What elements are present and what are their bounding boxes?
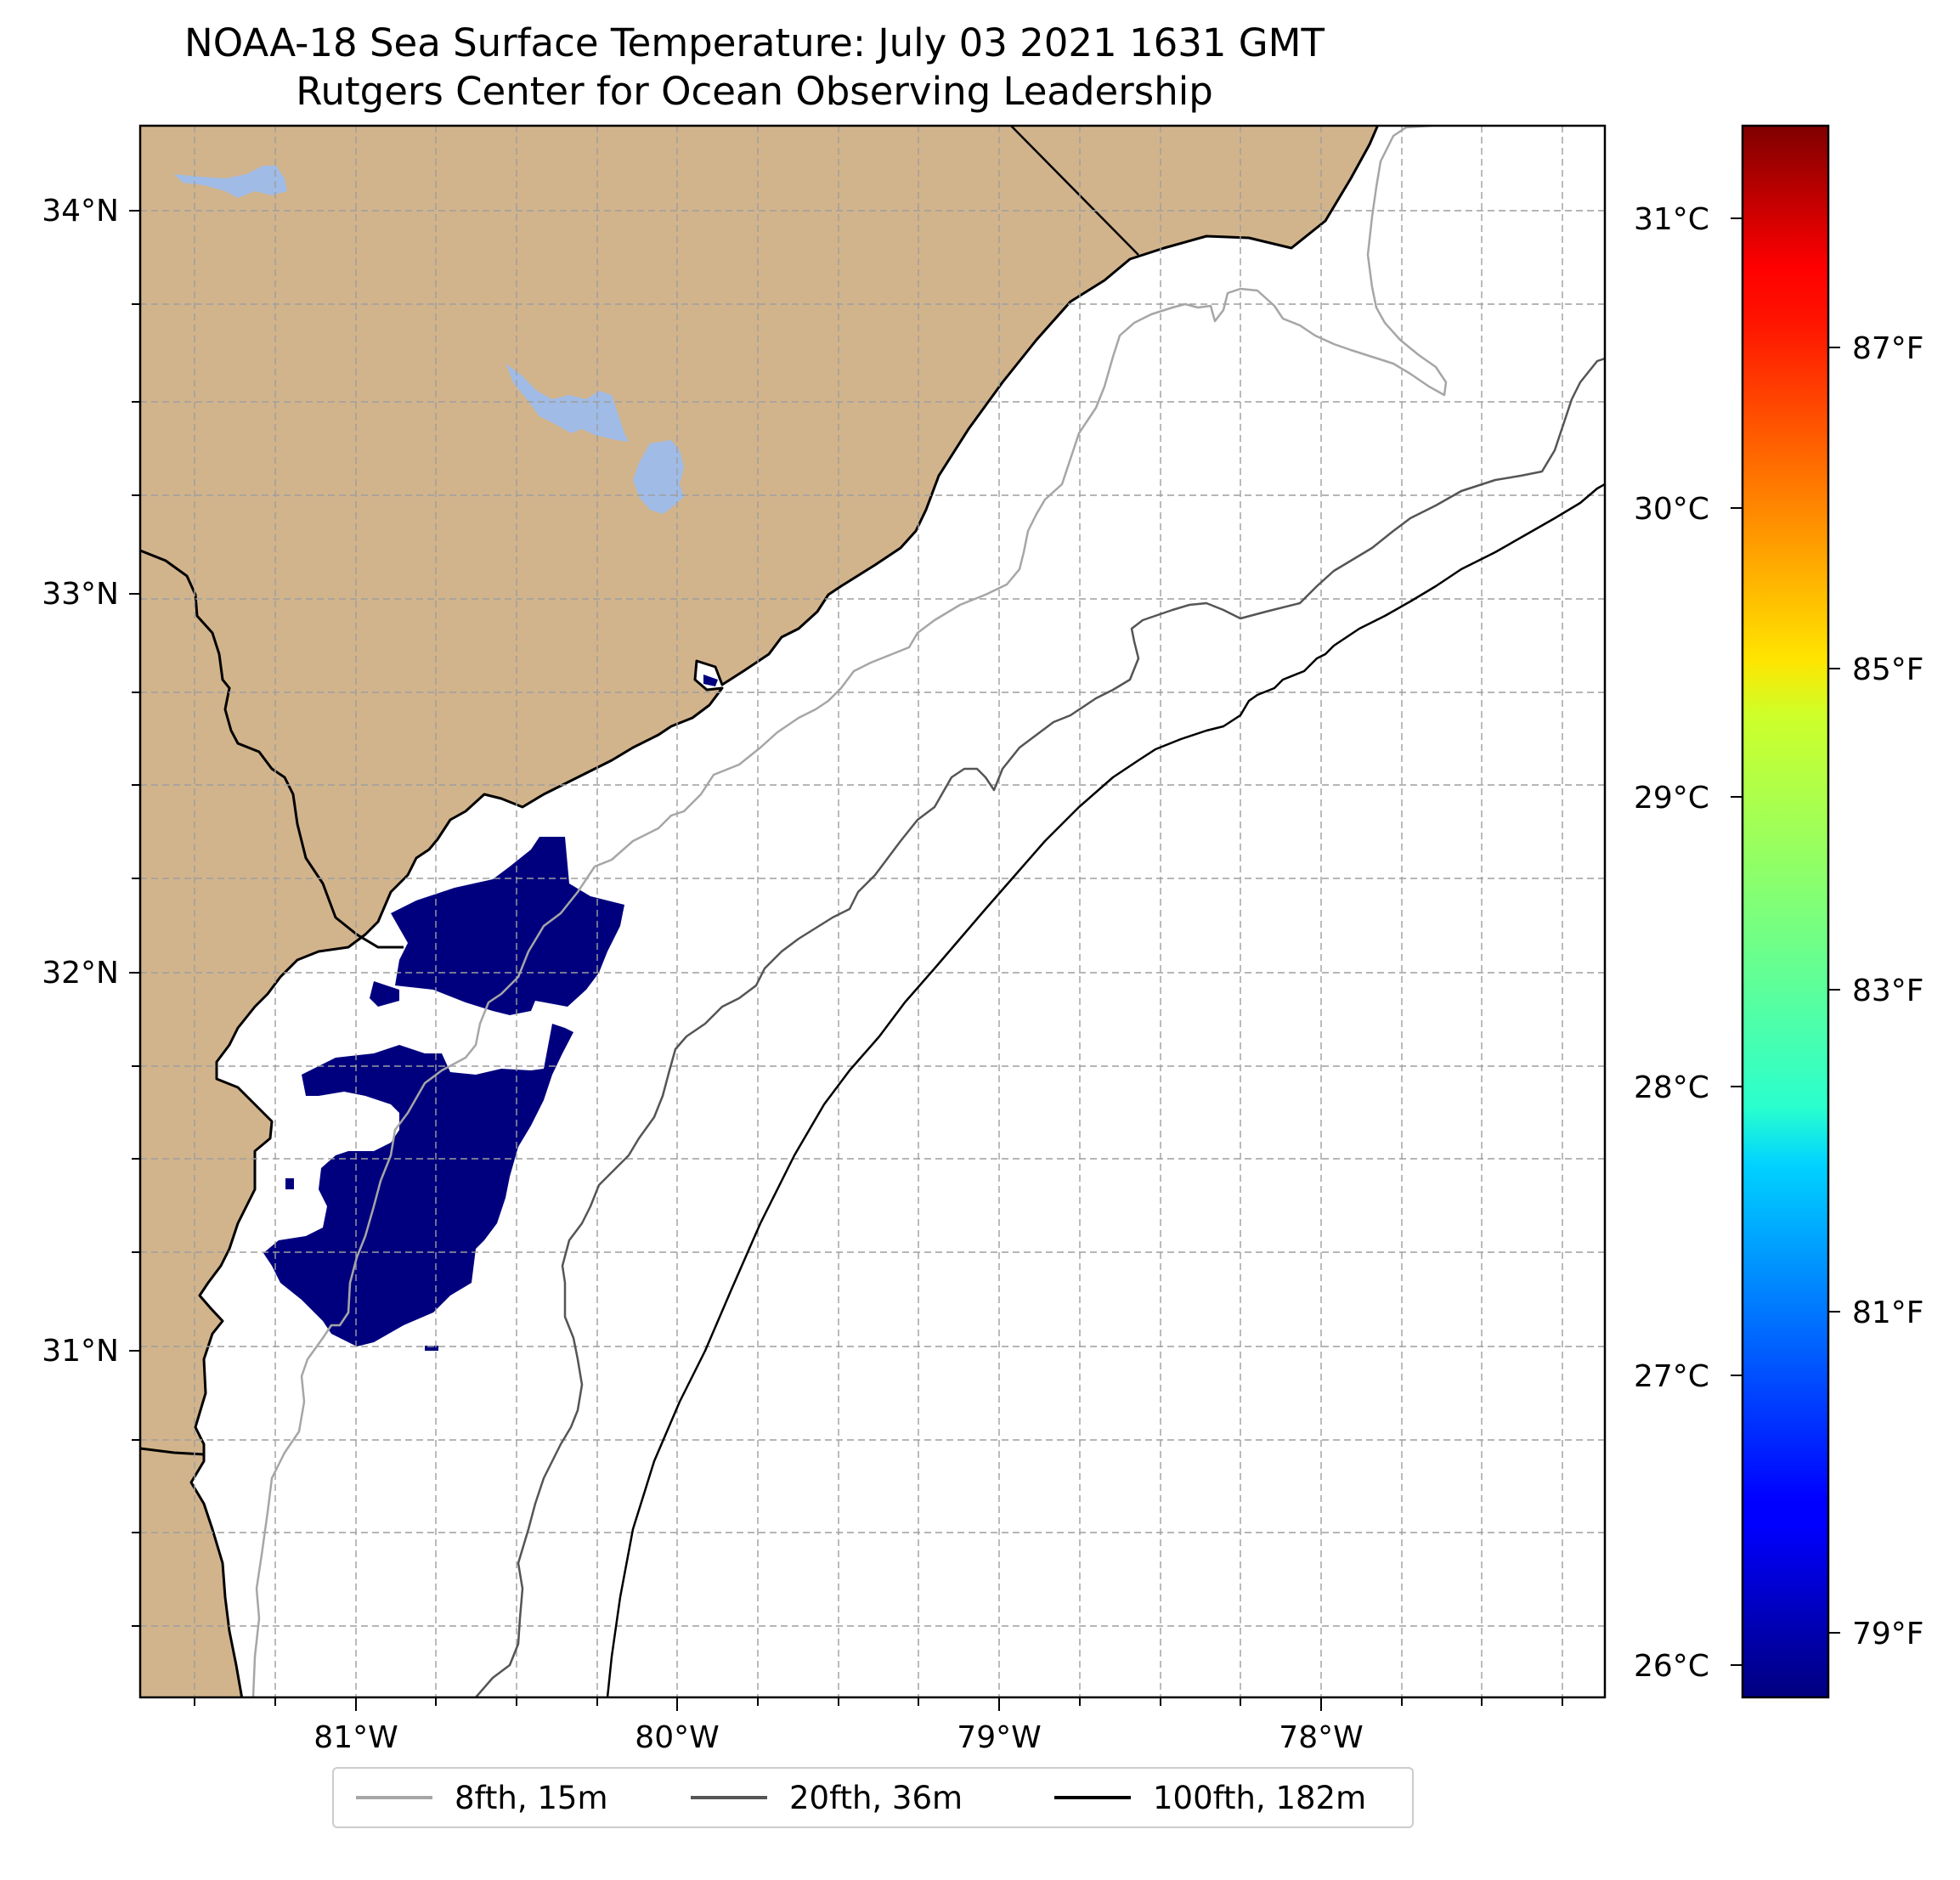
legend-swatch-20fth: [691, 1796, 767, 1799]
colorbar-label-31c: 31°C: [1634, 202, 1709, 237]
colorbar-label-30c: 30°C: [1634, 492, 1709, 527]
legend-label-20fth: 20fth, 36m: [789, 1779, 963, 1816]
sst-patches: [263, 675, 718, 1351]
isobath-100fth: [606, 483, 1605, 1697]
map-subtitle: Rutgers Center for Ocean Observing Leade…: [296, 69, 1213, 114]
land: [140, 126, 1380, 1697]
colorbar-celsius-ticks: [1731, 217, 1743, 1666]
legend-item-100fth: 100fth, 182m: [1054, 1769, 1366, 1826]
colorbar-label-26c: 26°C: [1634, 1649, 1709, 1684]
river: [140, 549, 404, 949]
lat-label-34n: 34°N: [42, 194, 119, 229]
lon-label-78w: 78°W: [1279, 1720, 1363, 1755]
state-border: [1010, 126, 1139, 256]
lat-label-33n: 33°N: [42, 577, 119, 612]
colorbar-label-79f: 79°F: [1852, 1617, 1924, 1651]
lon-label-80w: 80°W: [635, 1720, 719, 1755]
colorbar-label-81f: 81°F: [1852, 1296, 1924, 1330]
lon-label-79w: 79°W: [957, 1720, 1041, 1755]
legend-item-20fth: 20fth, 36m: [691, 1769, 963, 1826]
colorbar-label-83f: 83°F: [1852, 974, 1924, 1008]
map-frame: [138, 124, 1607, 1699]
lon-label-81w: 81°W: [313, 1720, 398, 1755]
isobath-20fth: [475, 357, 1605, 1697]
legend-swatch-8fth: [356, 1796, 432, 1799]
legend-label-8fth: 8fth, 15m: [455, 1779, 608, 1816]
map-title: NOAA-18 Sea Surface Temperature: July 03…: [184, 20, 1325, 65]
lake-marion: [506, 364, 629, 442]
lake-small: [174, 166, 287, 198]
lat-label-32n: 32°N: [42, 956, 119, 991]
colorbar: [1741, 124, 1830, 1699]
axis-ticks: [129, 210, 1563, 1711]
gridlines: [140, 126, 1605, 1697]
isobath-8fth: [251, 126, 1448, 1697]
legend-item-8fth: 8fth, 15m: [356, 1769, 608, 1826]
legend-label-100fth: 100fth, 182m: [1153, 1779, 1367, 1816]
colorbar-label-27c: 27°C: [1634, 1359, 1709, 1394]
lat-label-31n: 31°N: [42, 1334, 119, 1369]
colorbar-label-85f: 85°F: [1852, 652, 1924, 687]
legend-swatch-100fth: [1054, 1796, 1131, 1799]
colorbar-label-87f: 87°F: [1852, 331, 1924, 366]
colorbar-fahrenheit-ticks: [1828, 347, 1840, 1634]
isobath-legend: 8fth, 15m 20fth, 36m 100fth, 182m: [332, 1767, 1414, 1828]
colorbar-label-29c: 29°C: [1634, 781, 1709, 816]
colorbar-label-28c: 28°C: [1634, 1070, 1709, 1105]
